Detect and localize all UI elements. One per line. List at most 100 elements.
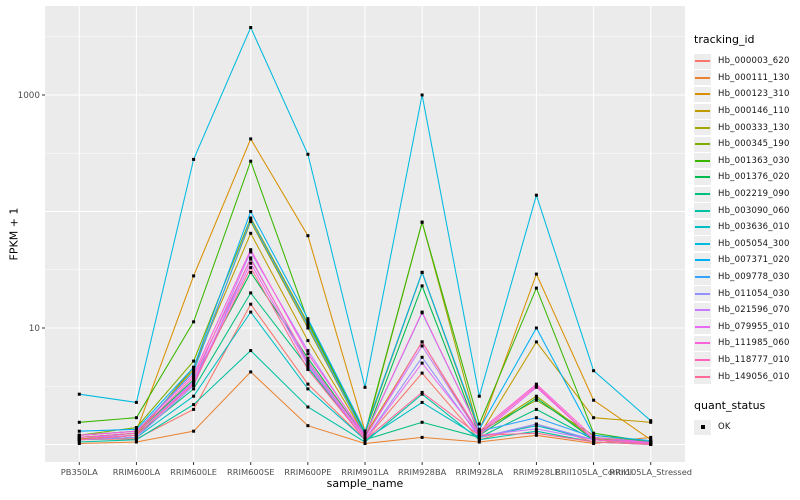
data-point: [134, 438, 138, 442]
data-point: [306, 234, 310, 238]
data-point: [77, 440, 81, 444]
x-tick-label: RRIM600LE: [170, 467, 217, 477]
legend-item-label: Hb_009778_030: [718, 272, 790, 283]
legend-key: [694, 53, 711, 69]
data-point: [649, 420, 653, 424]
data-point: [420, 371, 424, 375]
data-point: [477, 433, 481, 437]
data-point: [306, 349, 310, 353]
data-point: [306, 405, 310, 409]
legend-item-label: Hb_002219_090: [718, 189, 790, 200]
data-point: [363, 438, 367, 442]
legend-item-label: Hb_007371_020: [718, 255, 790, 266]
data-point: [592, 440, 596, 444]
data-point: [420, 93, 424, 97]
data-point: [306, 356, 310, 360]
legend-item-label: Hb_000345_190: [718, 139, 790, 150]
data-point: [134, 435, 138, 439]
legend-key: [694, 136, 711, 152]
legend-item-label: Hb_001363_030: [718, 155, 790, 166]
x-tick-label: RRIM928LE: [513, 467, 560, 477]
legend-item: Hb_007371_020: [694, 252, 798, 269]
data-point: [363, 440, 367, 444]
data-point: [420, 340, 424, 344]
legend-key: [694, 286, 711, 302]
data-point: [192, 157, 196, 161]
legend-key: [694, 186, 711, 202]
data-point: [534, 193, 538, 197]
data-point: [249, 26, 253, 29]
data-point: [77, 392, 81, 396]
data-point: [420, 400, 424, 404]
data-point: [420, 310, 424, 314]
legend-key: [694, 153, 711, 169]
data-point: [192, 384, 196, 388]
data-point: [649, 443, 653, 446]
data-point: [249, 220, 253, 223]
data-point: [134, 431, 138, 435]
data-point: [306, 339, 310, 343]
x-tick-label: RRII105LA_Control: [555, 467, 632, 477]
x-tick-label: RRII105LA_Stressed: [609, 467, 692, 477]
legend-item: Hb_149056_010: [694, 368, 798, 385]
data-point: [134, 427, 138, 431]
data-point: [192, 365, 196, 369]
legend-key: [694, 70, 711, 86]
legend-line-swatch: [695, 209, 710, 212]
legend-line-swatch: [695, 226, 710, 229]
legend-key: [694, 169, 711, 185]
data-point: [306, 387, 310, 391]
data-point: [192, 370, 196, 374]
legend-item-label: Hb_005054_300: [718, 238, 790, 249]
data-point: [77, 433, 81, 437]
legend-key: [694, 269, 711, 285]
x-tick-label: PB350LA: [61, 467, 98, 477]
legend-line-swatch: [695, 143, 710, 146]
data-point: [192, 387, 196, 391]
legend-line-swatch: [695, 342, 710, 345]
data-point: [534, 384, 538, 388]
data-point: [477, 431, 481, 435]
legend-line-swatch: [695, 159, 710, 162]
legend-item-ok: OK: [694, 419, 798, 436]
legend-item-label: Hb_111985_060: [718, 338, 790, 349]
x-tick-label: RRIM901LA: [341, 467, 389, 477]
data-point: [420, 270, 424, 274]
legend-item: Hb_111985_060: [694, 335, 798, 352]
data-point: [534, 422, 538, 426]
legend-key: [694, 103, 711, 119]
legend-key: [694, 335, 711, 351]
x-tick-label: RRIM600LA: [113, 467, 161, 477]
legend-item: Hb_005054_300: [694, 236, 798, 253]
quant-legend-title: quant_status: [694, 398, 766, 412]
data-point: [249, 302, 253, 306]
legend-line-swatch: [695, 325, 710, 328]
legend-key: [694, 203, 711, 219]
legend-key: [694, 352, 711, 368]
legend-item: Hb_079955_010: [694, 319, 798, 336]
legend-line-swatch: [695, 292, 710, 295]
data-point: [477, 422, 481, 426]
data-point: [592, 398, 596, 402]
data-point: [534, 340, 538, 344]
data-point: [592, 438, 596, 442]
legend-item: Hb_021596_070: [694, 302, 798, 319]
legend-line-swatch: [695, 176, 710, 179]
data-point: [420, 344, 424, 348]
data-point: [249, 291, 253, 295]
data-point: [363, 431, 367, 435]
legend-item: Hb_000345_190: [694, 136, 798, 153]
data-point: [192, 382, 196, 386]
data-point: [534, 431, 538, 435]
data-point: [420, 390, 424, 394]
data-point: [249, 231, 253, 235]
legend-item-label: Hb_000111_130: [718, 72, 790, 83]
data-point: [306, 382, 310, 386]
legend-key: [694, 219, 711, 235]
legend-item-label: Hb_021596_070: [718, 305, 790, 316]
data-point: [534, 407, 538, 411]
legend-item-label: Hb_000146_110: [718, 106, 790, 117]
legend-item: Hb_000333_130: [694, 119, 798, 136]
legend-key: [694, 369, 711, 385]
